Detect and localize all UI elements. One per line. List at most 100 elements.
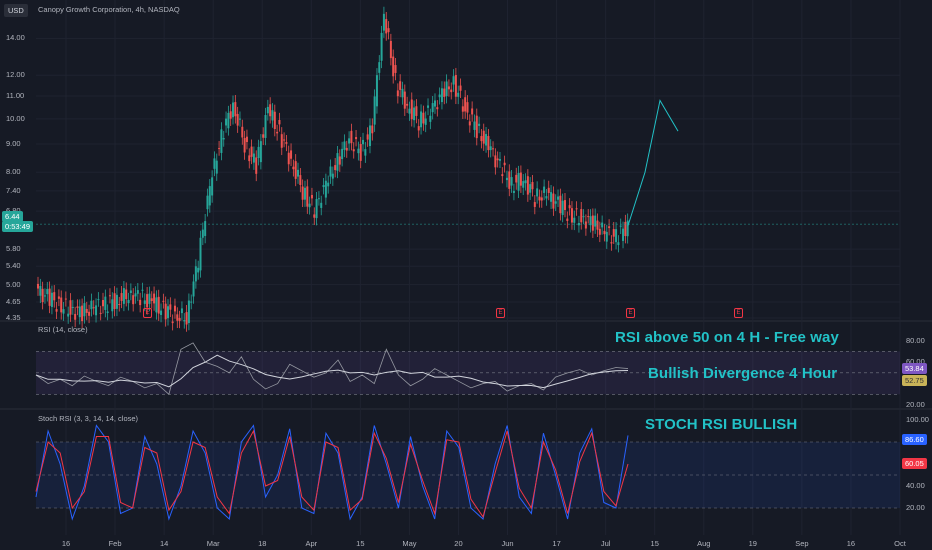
x-tick-label: Mar [206,539,220,548]
candle [382,13,385,31]
candle [445,81,448,97]
candle [371,125,374,134]
candle [427,105,430,108]
currency-badge[interactable]: USD [4,4,28,17]
earnings-event-icon[interactable]: E [626,308,635,318]
candle [591,215,594,231]
price-tick-label: 8.00 [6,167,21,177]
candle [118,304,121,306]
candle [608,226,611,229]
candle [450,89,453,93]
stoch-pane-title: Stoch RSI (3, 3, 14, 14, close) [38,414,139,423]
candle [143,300,146,304]
candle [336,153,339,171]
candle [171,321,174,324]
candle [410,99,413,120]
stoch-tick-label: 40.00 [906,481,925,490]
candle [83,303,86,317]
candle [612,229,615,237]
candle [568,205,571,209]
candle [190,301,193,303]
candle [341,148,344,160]
candle [155,297,158,313]
candle [141,289,144,291]
price-tick-label: 6.80 [6,206,21,215]
candle [102,300,105,307]
candle [306,186,309,207]
x-tick-label: 17 [552,539,561,548]
candle [294,161,297,179]
candle [459,85,462,91]
candle [97,299,100,301]
candle [575,208,578,210]
candle [429,115,432,122]
candle [243,137,246,153]
candle [362,139,365,145]
candle [503,162,506,166]
candle [433,100,436,107]
candle [505,177,508,181]
candle [204,221,207,236]
candle [132,295,135,305]
rsi-pane-title: RSI (14, close) [38,325,88,334]
earnings-event-icon[interactable]: E [734,308,743,318]
candle [594,215,597,227]
x-tick-label: 16 [846,539,856,548]
candle [55,309,58,312]
candle [127,299,130,304]
candle [199,237,202,271]
candle [401,88,404,98]
x-tick-label: 19 [748,539,757,548]
candle [406,103,409,106]
countdown-badge: 0:53:49 [2,221,34,232]
candle [252,153,255,163]
candle [452,76,455,85]
price-tick-label: 12.00 [6,70,25,80]
candle [220,129,223,153]
candle [561,200,564,215]
price-tick-label: 9.00 [6,139,21,149]
x-tick-label: Jul [600,539,611,548]
candle [375,75,378,107]
candle [601,222,604,228]
candle [238,118,241,120]
candle [315,199,318,219]
rsi-tick-label: 80.00 [906,335,925,345]
candle [262,134,265,138]
candle [148,293,151,304]
candle [180,308,183,314]
divergence-annotation[interactable]: Bullish Divergence 4 Hour [648,365,838,382]
candle [464,97,467,112]
candle [380,32,383,61]
candle [603,230,606,235]
candle [570,208,573,223]
x-tick-label: Aug [697,539,711,548]
candle [108,295,111,297]
candle [167,306,170,319]
candle [164,303,167,320]
stoch-annotation[interactable]: STOCH RSI BULLISH [645,416,798,433]
earnings-event-icon[interactable]: E [143,308,152,318]
candle [236,113,239,126]
price-tick-label: 7.40 [6,185,21,195]
price-tick-label: 5.00 [6,279,21,289]
candle [215,160,218,174]
rsi-annotation[interactable]: RSI above 50 on 4 H - Free way [615,329,839,346]
candle [563,200,566,210]
candle [573,217,576,223]
candle [338,156,341,165]
candle [192,281,195,297]
stoch-d-line [35,429,629,518]
candle [345,147,348,151]
candle [134,293,137,297]
candle [408,108,411,114]
candle [150,298,153,301]
candle [153,293,156,304]
x-tick-label: Sep [795,539,809,548]
earnings-event-icon[interactable]: E [496,308,505,318]
candle [403,91,406,109]
candle [41,288,44,303]
candle [278,120,281,125]
candle [162,300,165,302]
